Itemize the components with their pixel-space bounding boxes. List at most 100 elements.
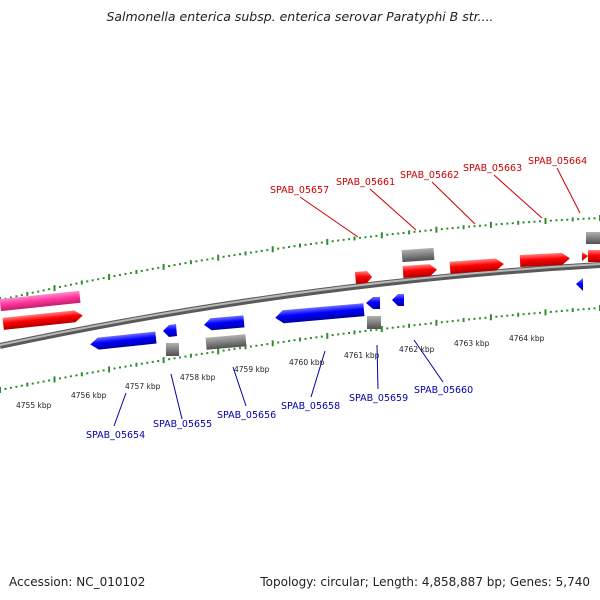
tick-mark <box>495 315 498 318</box>
tick-mark <box>413 230 416 233</box>
reverse-gene-arrow[interactable] <box>392 294 404 306</box>
reverse-gene-arrow[interactable] <box>163 324 177 337</box>
tick-mark <box>129 364 132 367</box>
tick-mark <box>184 262 187 265</box>
gene-label[interactable]: SPAB_05654 <box>86 430 145 441</box>
forward-gene-arrow[interactable] <box>402 264 438 279</box>
pseudo-gene[interactable] <box>166 343 179 356</box>
tick-mark <box>48 288 51 291</box>
tick-mark <box>20 294 23 297</box>
tick-mark <box>146 268 149 271</box>
tick-mark <box>20 384 23 387</box>
scale-label: 4756 kbp <box>71 391 107 400</box>
pseudo-gene[interactable] <box>586 232 600 244</box>
gene-label[interactable]: SPAB_05663 <box>463 163 522 174</box>
tick-mark <box>239 347 241 350</box>
gene-label[interactable]: SPAB_05664 <box>528 156 587 167</box>
tick-mark <box>206 352 209 355</box>
tick-mark <box>75 282 78 285</box>
rna-feature[interactable] <box>0 290 81 312</box>
tick-mark <box>135 362 138 367</box>
tick-mark <box>397 326 400 329</box>
gene-label[interactable]: SPAB_05656 <box>217 410 276 421</box>
tick-mark <box>157 266 160 269</box>
tick-mark <box>255 250 258 253</box>
tick-mark <box>353 236 356 241</box>
tick-mark <box>331 240 334 243</box>
scale-label: 4759 kbp <box>234 365 270 374</box>
gene-label[interactable]: SPAB_05659 <box>349 393 408 404</box>
gene-label[interactable]: SPAB_05661 <box>336 177 395 188</box>
reverse-gene-arrow[interactable] <box>576 278 583 291</box>
tick-mark <box>342 332 345 335</box>
tick-mark <box>408 230 411 235</box>
forward-gene-arrow[interactable] <box>588 250 600 262</box>
tick-mark <box>348 332 351 334</box>
forward-gene-arrow[interactable] <box>582 252 588 261</box>
pseudo-gene[interactable] <box>401 247 435 263</box>
tick-mark <box>353 330 356 335</box>
tick-mark <box>457 226 460 229</box>
tick-mark <box>69 375 72 378</box>
reverse-gene-arrow[interactable] <box>204 315 245 331</box>
gene-label[interactable]: SPAB_05662 <box>400 170 459 181</box>
gene-label[interactable]: SPAB_05657 <box>270 185 329 196</box>
tick-mark <box>577 218 580 221</box>
tick-mark <box>429 229 432 232</box>
tick-mark <box>217 348 220 355</box>
tick-mark <box>500 223 503 225</box>
forward-strand-features <box>0 232 600 330</box>
reverse-gene-arrow[interactable] <box>366 297 380 309</box>
reverse-gene-arrow[interactable] <box>275 303 365 324</box>
tick-mark <box>500 315 503 318</box>
forward-gene-arrow[interactable] <box>519 252 571 268</box>
tick-mark <box>140 362 143 365</box>
pseudo-gene[interactable] <box>205 334 247 350</box>
tick-mark <box>157 360 160 362</box>
tick-mark <box>184 355 187 358</box>
tick-mark <box>380 326 383 332</box>
tick-mark <box>528 221 531 224</box>
tick-mark <box>173 264 176 266</box>
tick-mark <box>391 233 394 236</box>
tick-mark <box>211 257 214 260</box>
tick-mark <box>304 337 307 340</box>
tick-mark <box>53 376 56 383</box>
tick-mark <box>162 357 165 364</box>
tick-mark <box>293 245 296 248</box>
tick-mark <box>348 238 351 241</box>
tick-mark <box>506 314 509 317</box>
tick-mark <box>539 220 541 223</box>
forward-gene-arrow[interactable] <box>355 271 372 284</box>
tick-mark <box>359 236 361 239</box>
tick-mark <box>113 275 116 277</box>
gene-label[interactable]: SPAB_05655 <box>153 419 212 430</box>
tick-mark <box>555 219 558 222</box>
reverse-gene-arrow[interactable] <box>90 331 157 351</box>
forward-gene-arrow[interactable] <box>449 258 505 274</box>
gene-label[interactable]: SPAB_05658 <box>281 401 340 412</box>
pseudo-gene[interactable] <box>367 316 381 329</box>
tick-mark <box>119 366 121 369</box>
tick-mark <box>179 263 181 266</box>
tick-mark <box>239 253 241 256</box>
tick-mark <box>102 277 105 280</box>
tick-mark <box>288 340 291 342</box>
tick-mark <box>91 371 94 374</box>
tick-mark <box>189 353 192 358</box>
tick-mark <box>473 317 476 320</box>
tick-mark <box>69 283 72 286</box>
tick-mark <box>528 312 531 315</box>
tick-mark <box>124 365 127 368</box>
tick-mark <box>26 382 29 387</box>
gene-label[interactable]: SPAB_05660 <box>414 385 473 396</box>
forward-gene-arrow[interactable] <box>2 310 84 330</box>
tick-mark <box>479 224 481 227</box>
tick-mark <box>364 330 367 332</box>
tick-mark <box>97 278 100 281</box>
tick-mark <box>582 308 585 311</box>
tick-mark <box>511 222 514 225</box>
tick-mark <box>189 260 192 265</box>
scale-label: 4763 kbp <box>454 339 490 348</box>
